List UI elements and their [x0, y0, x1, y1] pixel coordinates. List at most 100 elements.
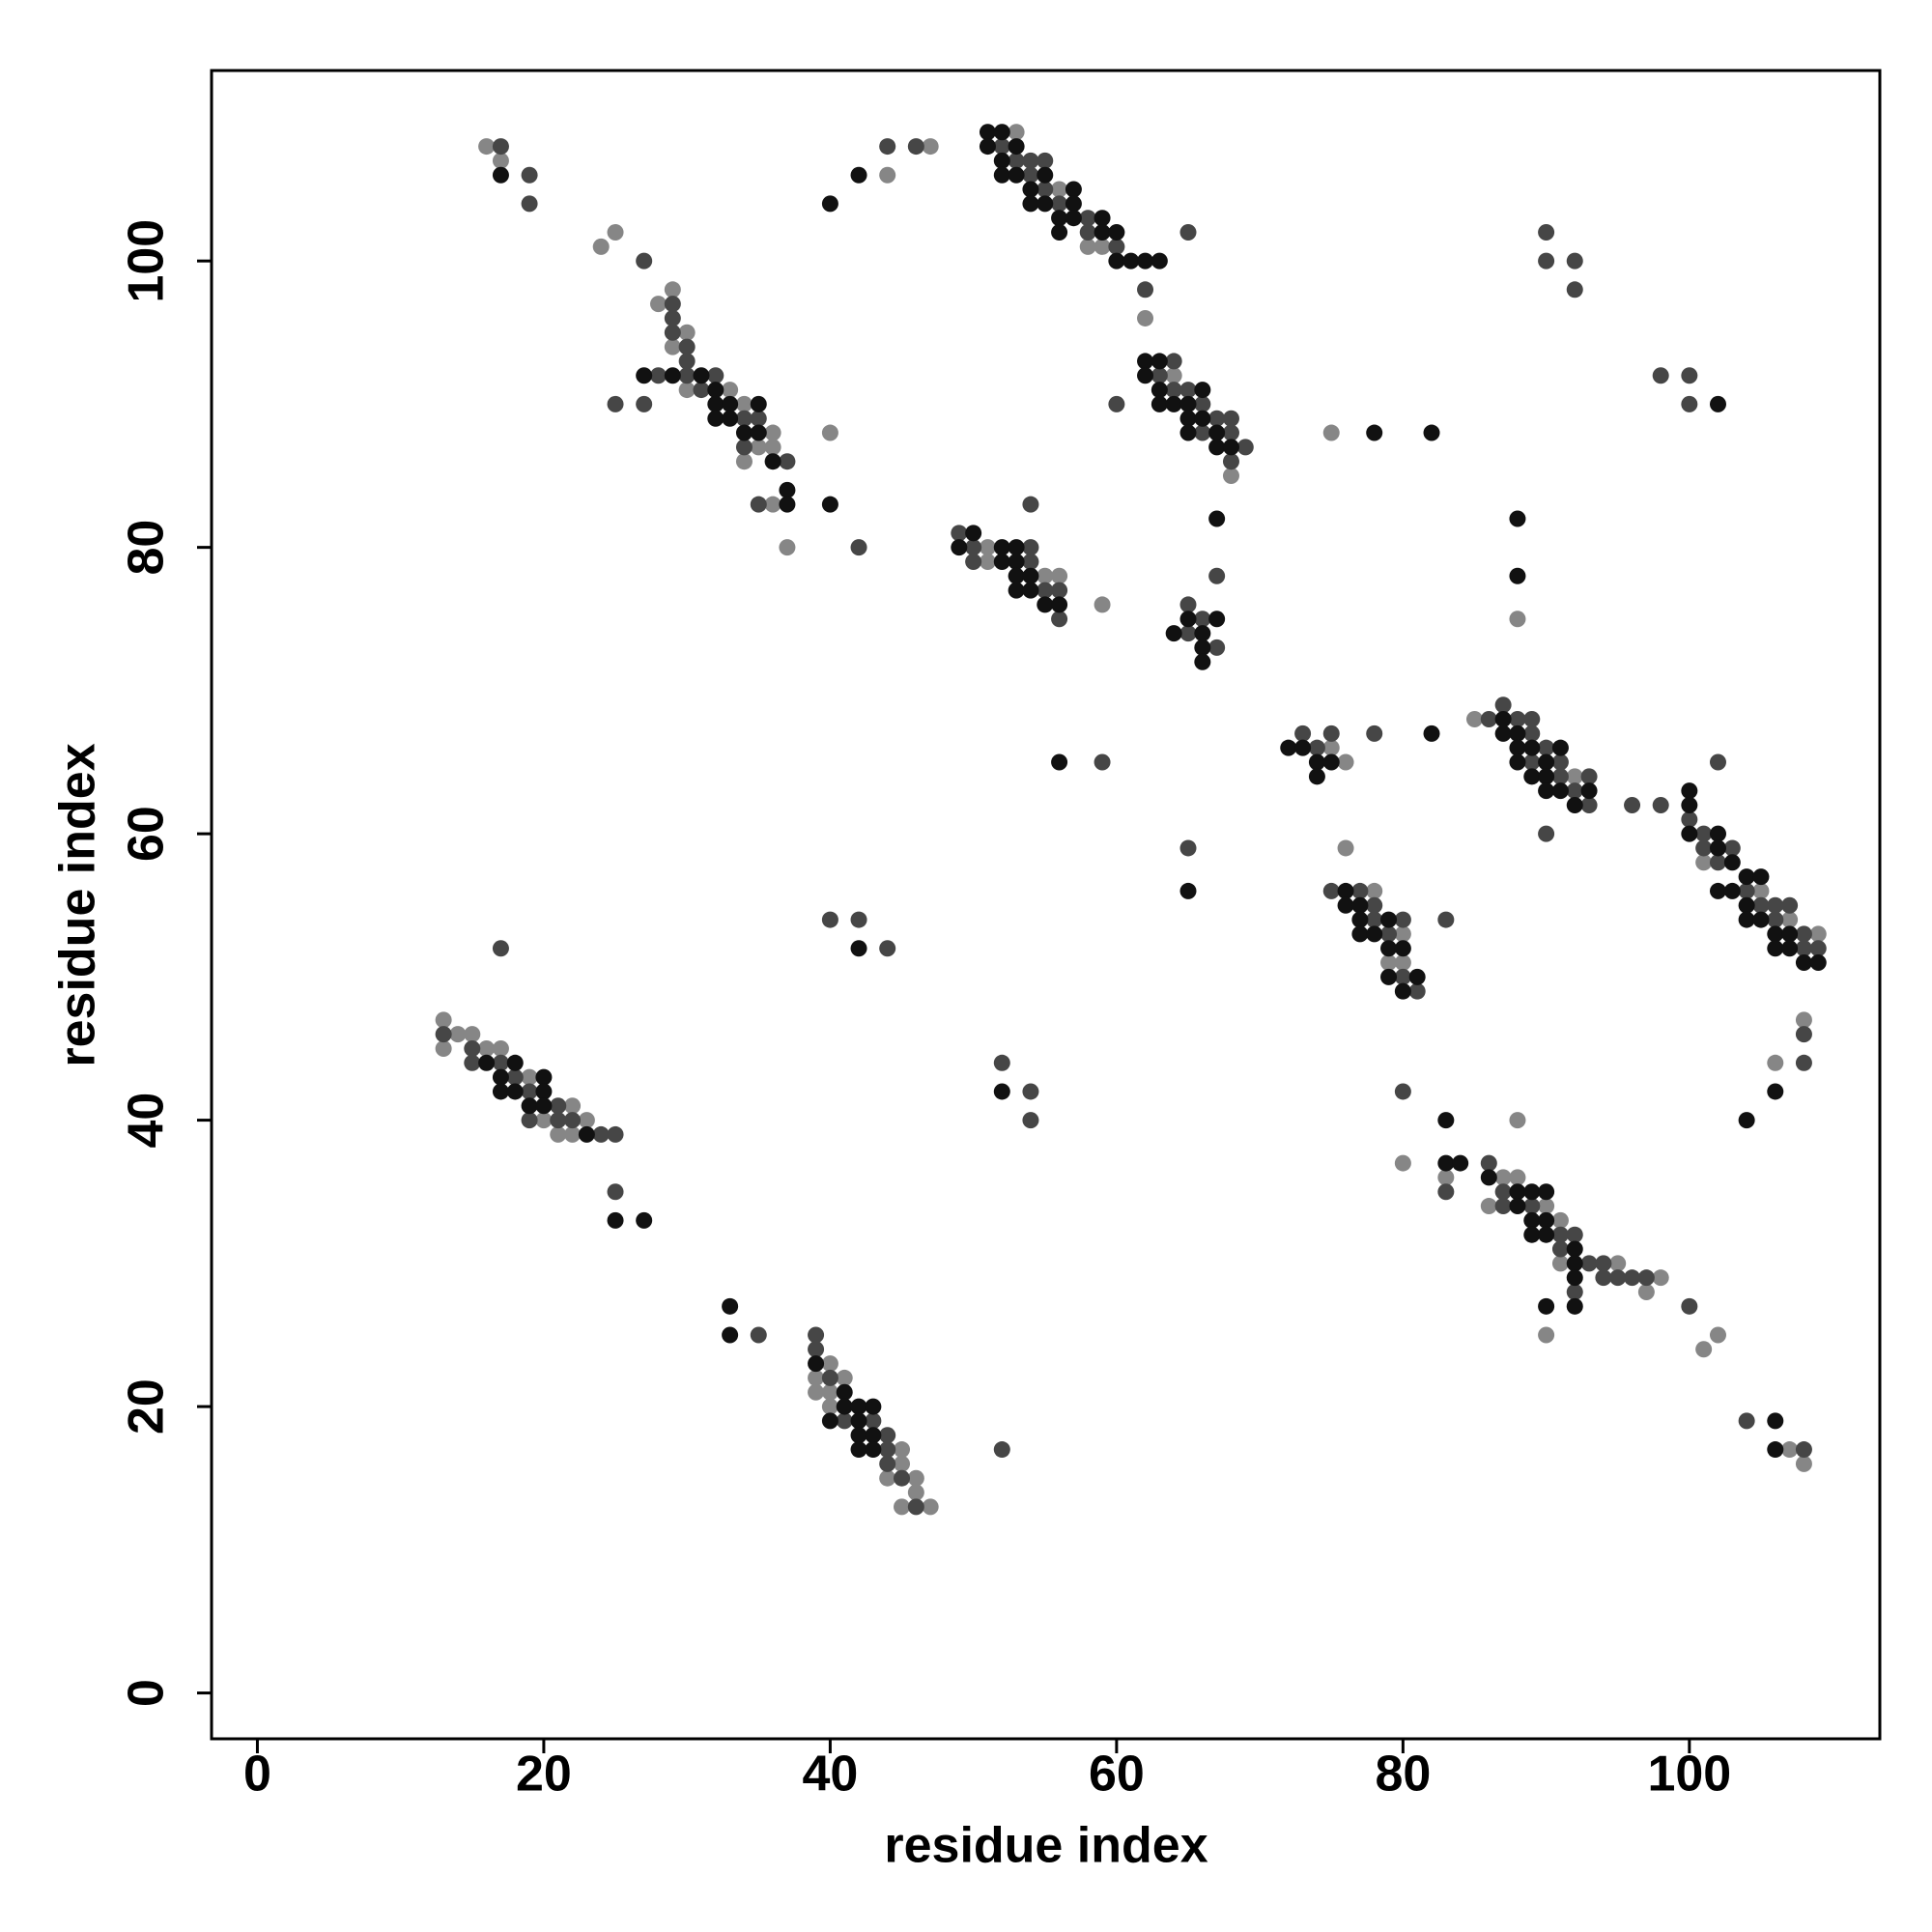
- point: [1738, 1112, 1755, 1129]
- point: [821, 424, 838, 441]
- point: [1008, 166, 1025, 184]
- point: [865, 1441, 882, 1459]
- point: [1380, 954, 1398, 972]
- point: [535, 1097, 553, 1115]
- y-axis-title: residue index: [50, 743, 106, 1066]
- point: [722, 410, 739, 427]
- y-tick-label: 100: [119, 219, 175, 303]
- point: [464, 1054, 481, 1071]
- point: [1380, 940, 1398, 957]
- point: [1322, 882, 1340, 899]
- point: [1222, 424, 1239, 441]
- point: [1809, 925, 1827, 943]
- point: [578, 1125, 595, 1143]
- point: [1208, 410, 1226, 427]
- point: [1767, 1083, 1784, 1100]
- point: [1051, 195, 1068, 213]
- point: [1595, 1255, 1612, 1272]
- point: [779, 481, 796, 498]
- point: [607, 395, 624, 412]
- point: [1022, 582, 1039, 599]
- point: [592, 238, 610, 255]
- point: [1208, 510, 1226, 527]
- point: [1709, 854, 1726, 871]
- point: [1494, 1183, 1512, 1201]
- point: [1179, 625, 1197, 642]
- point: [951, 539, 968, 556]
- point: [1051, 567, 1068, 584]
- point: [993, 553, 1010, 570]
- point: [1494, 724, 1512, 742]
- point: [1781, 896, 1799, 914]
- point: [1494, 1169, 1512, 1186]
- point: [750, 424, 767, 441]
- point: [1566, 281, 1583, 298]
- point: [1509, 739, 1526, 756]
- point: [1523, 768, 1541, 785]
- point: [1752, 882, 1770, 899]
- point: [464, 1039, 481, 1057]
- point: [894, 1498, 911, 1516]
- point: [850, 1427, 867, 1444]
- point: [1566, 1297, 1583, 1315]
- point: [1437, 1112, 1455, 1129]
- point: [1022, 1112, 1039, 1129]
- point: [965, 525, 982, 542]
- point: [1236, 439, 1254, 456]
- point: [1208, 424, 1226, 441]
- point: [1566, 1240, 1583, 1258]
- point: [1337, 753, 1354, 771]
- point: [1165, 353, 1182, 370]
- point: [564, 1125, 582, 1143]
- point: [1437, 911, 1455, 928]
- point: [1452, 1154, 1469, 1172]
- point: [1681, 1297, 1698, 1315]
- point: [492, 1068, 509, 1086]
- point: [521, 1097, 538, 1115]
- point: [1738, 882, 1755, 899]
- point: [1624, 796, 1641, 813]
- point: [492, 1083, 509, 1100]
- point: [1022, 567, 1039, 584]
- point: [1538, 1226, 1555, 1243]
- point: [750, 395, 767, 412]
- point: [1094, 753, 1111, 771]
- point: [1465, 711, 1483, 728]
- point: [1151, 252, 1168, 270]
- point: [1194, 424, 1211, 441]
- point: [492, 138, 509, 156]
- point: [1681, 395, 1698, 412]
- point: [1137, 281, 1154, 298]
- point: [750, 410, 767, 427]
- point: [1809, 954, 1827, 972]
- point: [707, 367, 724, 384]
- point: [435, 1026, 452, 1043]
- point: [735, 439, 753, 456]
- point: [1523, 1198, 1541, 1215]
- point: [1179, 395, 1197, 412]
- point: [1767, 896, 1784, 914]
- point: [1165, 367, 1182, 384]
- point: [922, 138, 939, 156]
- point: [578, 1112, 595, 1129]
- point: [1151, 353, 1168, 370]
- point: [1022, 195, 1039, 213]
- point: [965, 539, 982, 556]
- point: [678, 382, 696, 399]
- point: [1051, 582, 1068, 599]
- point: [1280, 739, 1297, 756]
- point: [1308, 739, 1325, 756]
- point: [993, 1054, 1010, 1071]
- point: [1538, 1183, 1555, 1201]
- point: [993, 166, 1010, 184]
- point: [1322, 724, 1340, 742]
- point: [1723, 854, 1741, 871]
- point: [1566, 782, 1583, 800]
- point: [1551, 782, 1569, 800]
- point: [1551, 1211, 1569, 1229]
- point: [1538, 782, 1555, 800]
- point: [821, 1369, 838, 1386]
- point: [1222, 453, 1239, 470]
- point: [1738, 911, 1755, 928]
- point: [1394, 1083, 1411, 1100]
